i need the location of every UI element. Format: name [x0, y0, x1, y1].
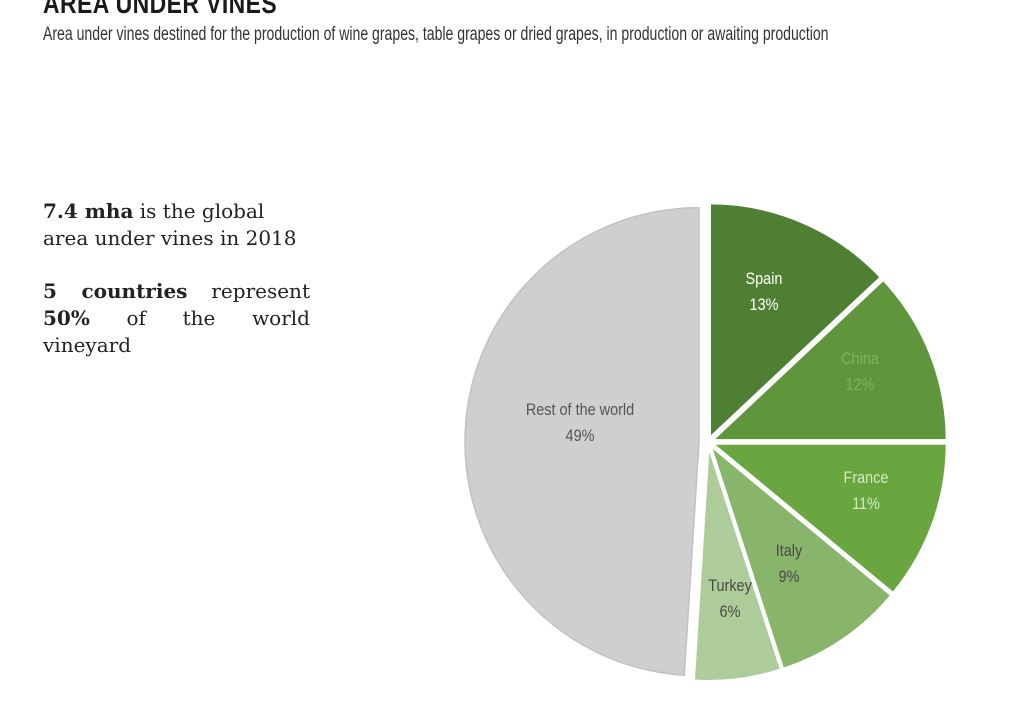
pie-slice-france	[709, 442, 948, 595]
page-subtitle: Area under vines destined for the produc…	[43, 24, 829, 45]
page-title: AREA UNDER VINES	[43, 0, 278, 19]
pie-slice-spain	[708, 202, 882, 440]
global-area-value: 7.4 mha	[43, 199, 134, 223]
slice-value-france: 11%	[852, 495, 880, 513]
key-figures: 7.4 mha is the global area under vines i…	[43, 198, 310, 385]
slice-label-turkey: Turkey	[708, 577, 752, 595]
slice-value-turkey: 6%	[720, 603, 741, 621]
global-area-statement: 7.4 mha is the global area under vines i…	[43, 198, 310, 252]
pie-slice-italy	[708, 443, 893, 670]
top-countries-text: represent	[187, 279, 310, 303]
slice-value-rest-of-world: 49%	[566, 427, 595, 445]
pie-slice-rest-of-world	[464, 206, 700, 677]
slice-value-spain: 13%	[750, 296, 779, 314]
slice-value-china: 12%	[846, 376, 875, 394]
top-countries-text-end: of the world vineyard	[43, 306, 310, 357]
top-countries-share: 50%	[43, 306, 90, 330]
global-area-text: is the global area under vines in 2018	[43, 199, 297, 250]
top-countries-statement: 5 countries represent 50% of the world v…	[43, 278, 310, 359]
slice-label-china: China	[841, 350, 879, 368]
pie-slice-turkey	[692, 446, 783, 682]
slice-label-spain: Spain	[746, 270, 783, 288]
pie-slice-china	[710, 278, 948, 442]
slice-value-italy: 9%	[779, 568, 800, 586]
slice-label-rest-of-world: Rest of the world	[526, 401, 634, 419]
slice-label-france: France	[844, 469, 889, 487]
slice-label-italy: Italy	[776, 542, 803, 560]
top-countries-count: 5 countries	[43, 279, 188, 303]
